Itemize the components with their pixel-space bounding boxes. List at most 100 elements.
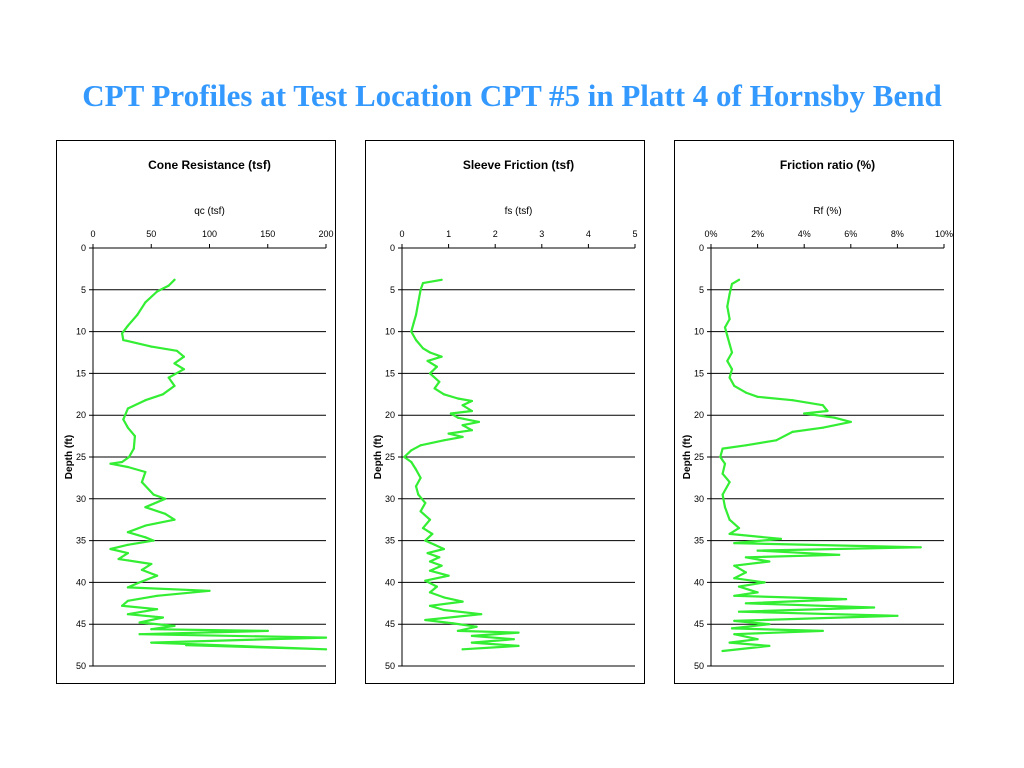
data-point — [167, 284, 170, 287]
y-tick-label: 20 — [385, 410, 395, 420]
data-point — [737, 610, 741, 613]
data-point — [744, 602, 747, 605]
x-tick-label: 0% — [704, 229, 717, 239]
y-tick-label: 10 — [76, 327, 86, 337]
data-point — [428, 518, 432, 521]
data-point — [431, 532, 434, 535]
x-tick-label: 8% — [891, 229, 904, 239]
data-point — [452, 622, 455, 625]
x-tick-label: 150 — [260, 229, 275, 239]
data-point — [109, 547, 112, 551]
x-tick-label: 3 — [539, 229, 544, 239]
y-tick-label: 35 — [385, 536, 395, 546]
y-tick-label: 10 — [385, 327, 395, 337]
data-point — [728, 376, 731, 379]
data-point — [779, 537, 782, 540]
data-point — [726, 305, 729, 308]
data-point — [730, 282, 734, 285]
data-point — [442, 547, 445, 551]
data-point — [728, 518, 731, 521]
data-point — [517, 631, 520, 634]
y-tick-label: 15 — [694, 368, 704, 378]
data-point — [833, 416, 836, 419]
data-point — [461, 404, 464, 407]
data-point — [136, 313, 139, 316]
data-point — [733, 619, 736, 622]
data-point — [417, 301, 420, 304]
data-point — [733, 542, 736, 545]
data-point — [150, 345, 153, 348]
data-point — [324, 648, 328, 651]
data-point — [414, 313, 418, 316]
data-point — [512, 638, 515, 641]
data-point — [126, 613, 129, 616]
data-point — [324, 636, 328, 639]
data-point — [733, 564, 736, 567]
data-point — [150, 562, 153, 566]
data-point — [791, 399, 794, 402]
data-point — [126, 465, 129, 469]
data-point — [185, 644, 188, 647]
data-point — [126, 324, 129, 327]
data-point — [414, 338, 418, 342]
data-point — [849, 420, 852, 423]
data-point — [733, 633, 736, 636]
x-axis-label: fs (tsf) — [505, 206, 533, 217]
data-point — [461, 648, 464, 651]
y-tick-label: 0 — [390, 243, 395, 253]
data-point — [266, 629, 269, 632]
data-point — [421, 527, 425, 530]
data-point — [138, 581, 141, 584]
data-point — [723, 326, 727, 329]
data-point — [721, 493, 724, 496]
data-point — [896, 614, 899, 617]
x-tick-label: 50 — [146, 229, 156, 239]
data-point — [475, 625, 478, 628]
data-point — [826, 409, 829, 413]
data-point — [126, 531, 129, 534]
data-point — [144, 301, 147, 304]
data-point — [144, 470, 147, 474]
data-point — [433, 387, 436, 390]
data-point — [456, 397, 459, 400]
data-point — [728, 292, 731, 296]
data-point — [144, 506, 147, 509]
y-tick-label: 30 — [694, 494, 704, 504]
data-point — [156, 574, 159, 577]
data-point — [744, 391, 747, 394]
data-point — [733, 594, 736, 597]
data-point — [461, 600, 464, 603]
x-tick-label: 10% — [935, 229, 953, 239]
data-point — [173, 518, 176, 521]
data-point — [721, 447, 724, 450]
data-point — [728, 343, 731, 346]
data-point — [426, 359, 429, 362]
data-point — [121, 604, 124, 607]
data-point — [775, 439, 778, 442]
chart-panel-sleeve-friction: Sleeve Friction (tsf) fs (tsf) Depth (ft) 0… — [365, 140, 645, 684]
data-point — [440, 564, 443, 567]
data-point — [768, 644, 771, 647]
y-tick-label: 25 — [385, 452, 395, 462]
data-point — [737, 278, 741, 281]
y-tick-label: 40 — [385, 577, 395, 587]
data-point — [440, 278, 443, 281]
data-point — [803, 412, 806, 415]
data-point — [410, 449, 413, 452]
data-point — [442, 439, 445, 442]
data-point — [744, 571, 747, 574]
data-point — [728, 318, 731, 321]
data-point — [470, 634, 473, 637]
chart-title: Cone Resistance (tsf) — [148, 158, 271, 172]
y-tick-label: 30 — [385, 494, 395, 504]
chart-panel-friction-ratio: Friction ratio (%) Rf (%) Depth (ft) 0% 2% 4%… — [674, 140, 954, 684]
data-point — [424, 501, 427, 505]
data-point — [480, 613, 483, 616]
data-point — [138, 621, 141, 624]
data-point — [744, 556, 747, 559]
data-point — [117, 557, 120, 561]
y-tick-label: 25 — [694, 452, 704, 462]
data-point — [424, 618, 427, 622]
data-point — [821, 404, 824, 407]
data-point — [419, 288, 422, 291]
